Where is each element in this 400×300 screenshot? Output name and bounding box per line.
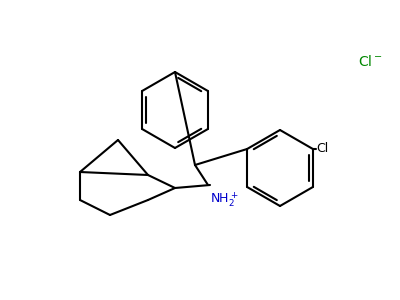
Text: Cl$^-$: Cl$^-$ [358, 55, 382, 70]
Text: Cl: Cl [316, 142, 328, 155]
Text: NH$_2^+$: NH$_2^+$ [210, 190, 238, 209]
